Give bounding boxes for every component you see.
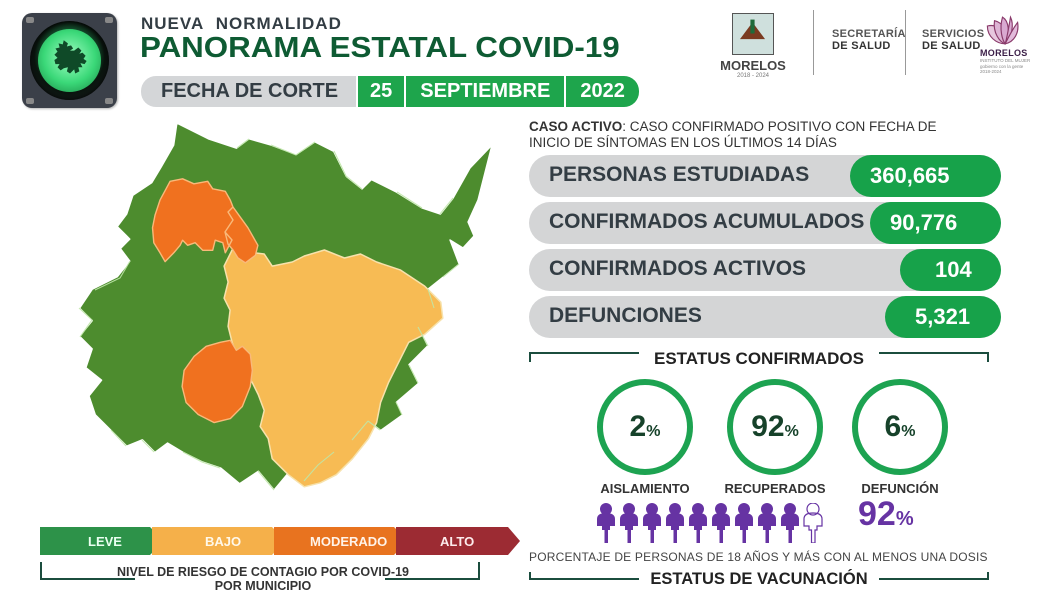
svg-text:ALTO: ALTO <box>440 534 474 549</box>
svg-text:LEVE: LEVE <box>88 534 122 549</box>
svg-text:MODERADO: MODERADO <box>310 534 387 549</box>
svg-text:BAJO: BAJO <box>205 534 241 549</box>
